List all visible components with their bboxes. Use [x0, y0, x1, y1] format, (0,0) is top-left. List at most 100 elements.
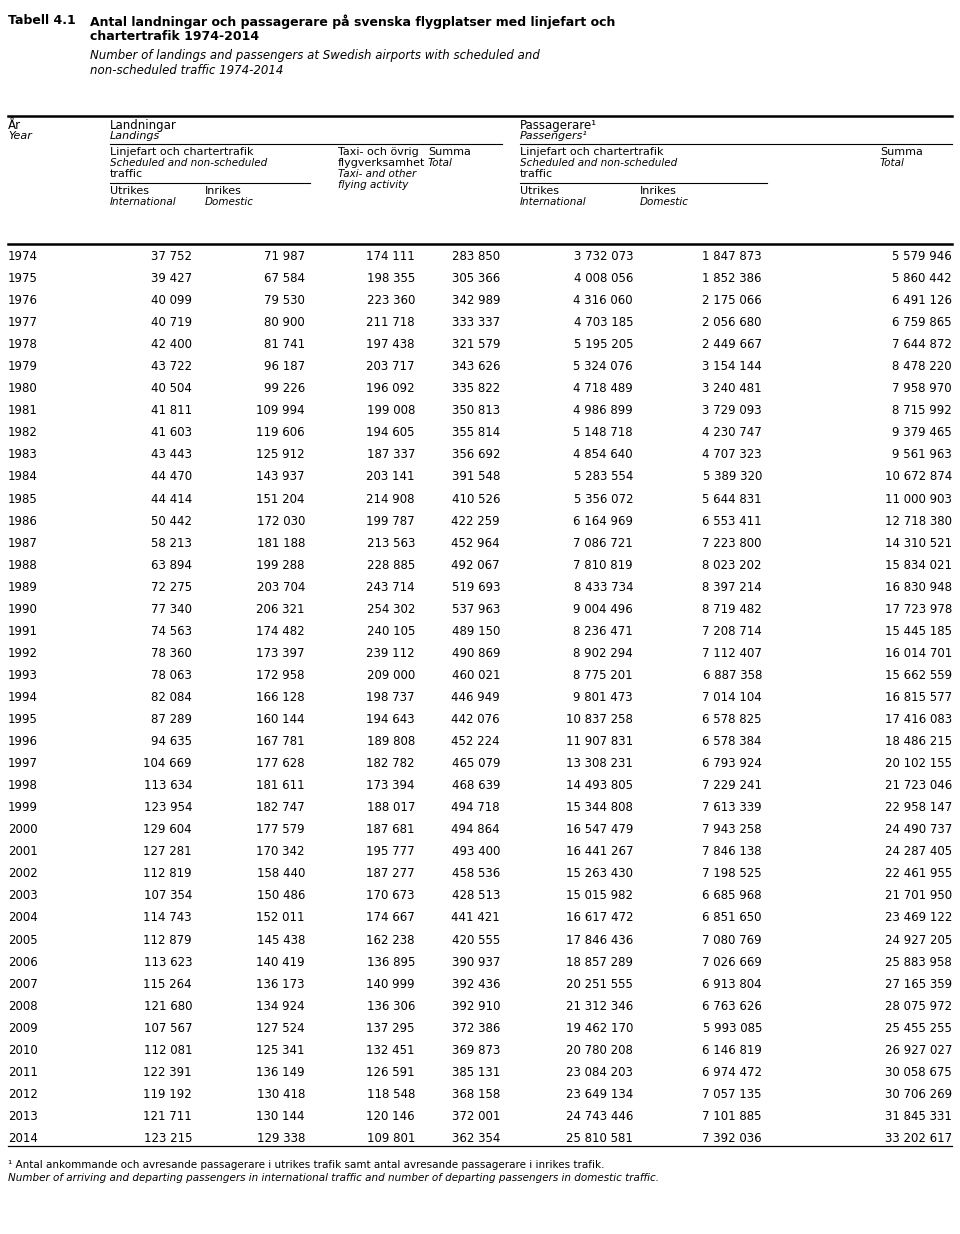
Text: 350 813: 350 813 — [452, 405, 500, 417]
Text: 442 076: 442 076 — [451, 713, 500, 726]
Text: 4 707 323: 4 707 323 — [703, 448, 762, 462]
Text: 199 008: 199 008 — [367, 405, 415, 417]
Text: 4 008 056: 4 008 056 — [574, 271, 633, 285]
Text: chartertrafik 1974-2014: chartertrafik 1974-2014 — [90, 30, 259, 43]
Text: 458 536: 458 536 — [452, 868, 500, 880]
Text: Taxi- and other: Taxi- and other — [338, 169, 417, 179]
Text: 13 308 231: 13 308 231 — [566, 758, 633, 770]
Text: 8 715 992: 8 715 992 — [892, 405, 952, 417]
Text: Passagerare¹: Passagerare¹ — [520, 118, 597, 132]
Text: 5 324 076: 5 324 076 — [573, 360, 633, 373]
Text: 3 732 073: 3 732 073 — [573, 251, 633, 263]
Text: 112 081: 112 081 — [143, 1044, 192, 1056]
Text: 211 718: 211 718 — [367, 316, 415, 329]
Text: 174 482: 174 482 — [256, 624, 305, 638]
Text: 4 230 747: 4 230 747 — [703, 427, 762, 439]
Text: 1978: 1978 — [8, 338, 37, 352]
Text: 1992: 1992 — [8, 647, 38, 660]
Text: 198 355: 198 355 — [367, 271, 415, 285]
Text: flygverksamhet: flygverksamhet — [338, 158, 425, 168]
Text: 19 462 170: 19 462 170 — [565, 1022, 633, 1034]
Text: 2011: 2011 — [8, 1066, 37, 1079]
Text: 15 263 430: 15 263 430 — [566, 868, 633, 880]
Text: 446 949: 446 949 — [451, 691, 500, 703]
Text: 2 056 680: 2 056 680 — [703, 316, 762, 329]
Text: 31 845 331: 31 845 331 — [885, 1109, 952, 1123]
Text: 15 662 559: 15 662 559 — [885, 669, 952, 682]
Text: 166 128: 166 128 — [256, 691, 305, 703]
Text: 4 986 899: 4 986 899 — [573, 405, 633, 417]
Text: 78 063: 78 063 — [151, 669, 192, 682]
Text: 1988: 1988 — [8, 559, 37, 571]
Text: 4 703 185: 4 703 185 — [573, 316, 633, 329]
Text: 162 238: 162 238 — [367, 933, 415, 946]
Text: 58 213: 58 213 — [151, 537, 192, 549]
Text: 1979: 1979 — [8, 360, 38, 373]
Text: 10 672 874: 10 672 874 — [885, 470, 952, 484]
Text: traffic: traffic — [110, 169, 143, 179]
Text: 94 635: 94 635 — [151, 735, 192, 748]
Text: 2007: 2007 — [8, 977, 37, 991]
Text: 82 084: 82 084 — [151, 691, 192, 703]
Text: Tabell 4.1: Tabell 4.1 — [8, 14, 76, 27]
Text: 140 419: 140 419 — [256, 955, 305, 969]
Text: 7 101 885: 7 101 885 — [703, 1109, 762, 1123]
Text: 4 316 060: 4 316 060 — [573, 294, 633, 307]
Text: 368 158: 368 158 — [452, 1088, 500, 1101]
Text: 1989: 1989 — [8, 581, 37, 594]
Text: Scheduled and non-scheduled: Scheduled and non-scheduled — [520, 158, 677, 168]
Text: 1987: 1987 — [8, 537, 37, 549]
Text: ¹ Antal ankommande och avresande passagerare i utrikes trafik samt antal avresan: ¹ Antal ankommande och avresande passage… — [8, 1160, 605, 1170]
Text: 182 782: 182 782 — [367, 758, 415, 770]
Text: 118 548: 118 548 — [367, 1088, 415, 1101]
Text: 125 341: 125 341 — [256, 1044, 305, 1056]
Text: 158 440: 158 440 — [256, 868, 305, 880]
Text: 7 229 241: 7 229 241 — [702, 779, 762, 792]
Text: 6 974 472: 6 974 472 — [702, 1066, 762, 1079]
Text: 71 987: 71 987 — [264, 251, 305, 263]
Text: 107 354: 107 354 — [144, 890, 192, 902]
Text: Total: Total — [880, 158, 905, 168]
Text: 130 144: 130 144 — [256, 1109, 305, 1123]
Text: 2005: 2005 — [8, 933, 37, 946]
Text: Domestic: Domestic — [205, 197, 254, 207]
Text: 172 030: 172 030 — [256, 515, 305, 528]
Text: Inrikes: Inrikes — [205, 186, 242, 196]
Text: 44 414: 44 414 — [151, 492, 192, 506]
Text: 16 014 701: 16 014 701 — [885, 647, 952, 660]
Text: 187 681: 187 681 — [367, 823, 415, 837]
Text: 109 994: 109 994 — [256, 405, 305, 417]
Text: 6 763 626: 6 763 626 — [702, 1000, 762, 1013]
Text: 123 954: 123 954 — [143, 801, 192, 814]
Text: 33 202 617: 33 202 617 — [885, 1132, 952, 1145]
Text: 6 164 969: 6 164 969 — [573, 515, 633, 528]
Text: Utrikes: Utrikes — [110, 186, 149, 196]
Text: 490 869: 490 869 — [451, 647, 500, 660]
Text: Total: Total — [428, 158, 453, 168]
Text: 14 493 805: 14 493 805 — [566, 779, 633, 792]
Text: 7 613 339: 7 613 339 — [703, 801, 762, 814]
Text: 50 442: 50 442 — [151, 515, 192, 528]
Text: 2000: 2000 — [8, 823, 37, 837]
Text: 9 561 963: 9 561 963 — [892, 448, 952, 462]
Text: 428 513: 428 513 — [451, 890, 500, 902]
Text: International: International — [110, 197, 177, 207]
Text: 151 204: 151 204 — [256, 492, 305, 506]
Text: 223 360: 223 360 — [367, 294, 415, 307]
Text: 119 192: 119 192 — [143, 1088, 192, 1101]
Text: 2006: 2006 — [8, 955, 37, 969]
Text: 5 993 085: 5 993 085 — [703, 1022, 762, 1034]
Text: 460 021: 460 021 — [451, 669, 500, 682]
Text: 1984: 1984 — [8, 470, 37, 484]
Text: 6 578 825: 6 578 825 — [703, 713, 762, 726]
Text: 11 907 831: 11 907 831 — [565, 735, 633, 748]
Text: 2014: 2014 — [8, 1132, 37, 1145]
Text: 177 579: 177 579 — [256, 823, 305, 837]
Text: 468 639: 468 639 — [451, 779, 500, 792]
Text: 16 617 472: 16 617 472 — [565, 912, 633, 924]
Text: 1999: 1999 — [8, 801, 38, 814]
Text: 136 306: 136 306 — [367, 1000, 415, 1013]
Text: 24 287 405: 24 287 405 — [885, 845, 952, 859]
Text: 1975: 1975 — [8, 271, 37, 285]
Text: 305 366: 305 366 — [452, 271, 500, 285]
